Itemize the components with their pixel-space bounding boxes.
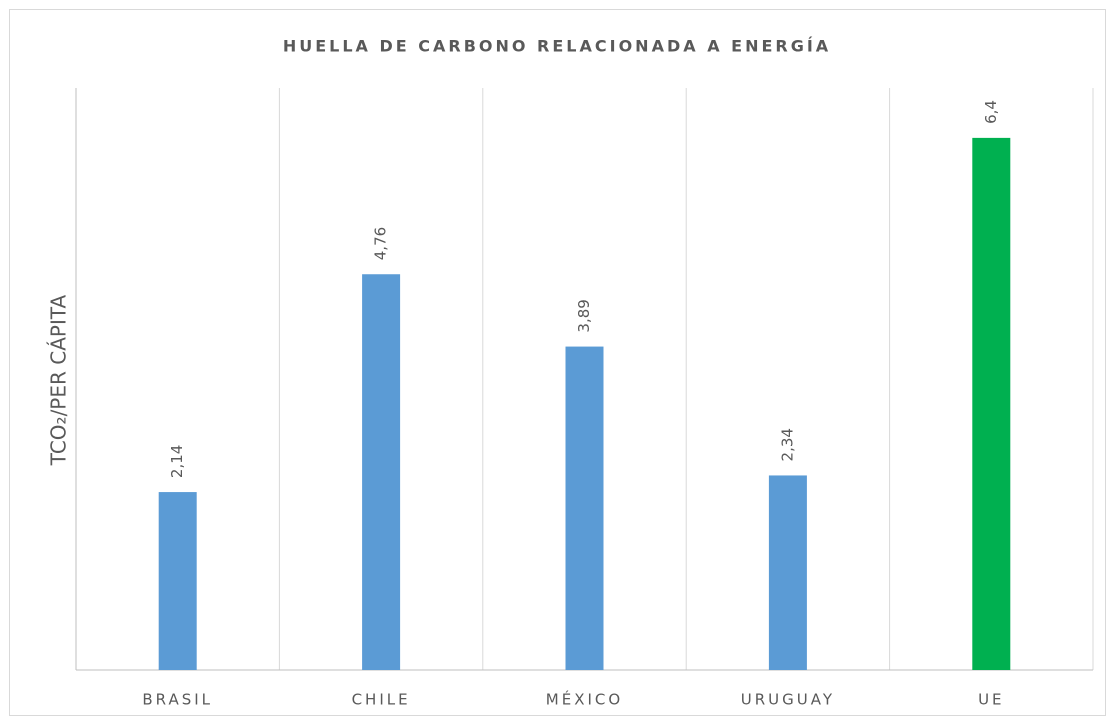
y-axis-label: TCO₂/PER CÁPITA	[47, 294, 71, 466]
value-label: 4,76	[372, 227, 390, 260]
value-label: 6,4	[982, 100, 1000, 124]
chart-title: HUELLA DE CARBONO RELACIONADA A ENERGÍA	[283, 37, 831, 56]
x-tick-label: MÉXICO	[546, 690, 623, 709]
bar	[768, 475, 807, 670]
x-tick-label: CHILE	[352, 691, 411, 709]
bar	[362, 274, 401, 670]
bar	[972, 137, 1011, 670]
x-tick-label: UE	[978, 691, 1004, 709]
x-tick-label: URUGUAY	[741, 691, 835, 709]
x-tick-label: BRASIL	[142, 691, 213, 709]
value-label: 3,89	[575, 299, 593, 332]
value-label: 2,14	[168, 445, 186, 478]
value-label: 2,34	[778, 428, 796, 461]
bar	[158, 492, 197, 670]
bar	[565, 346, 604, 670]
